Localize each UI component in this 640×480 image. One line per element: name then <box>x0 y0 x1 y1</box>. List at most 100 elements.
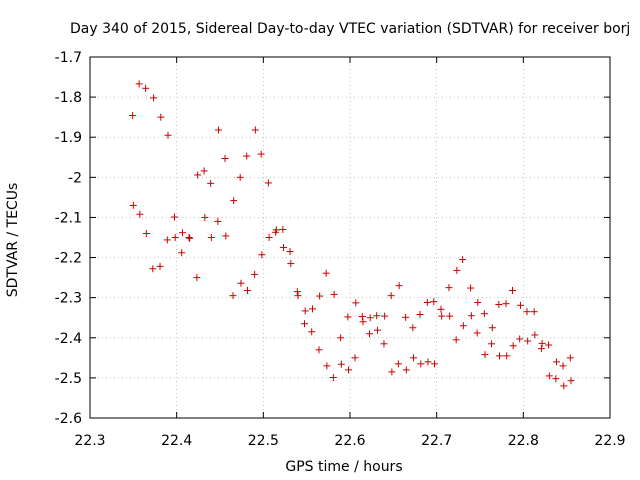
data-point <box>417 360 425 368</box>
data-point <box>157 113 165 121</box>
data-point <box>265 234 273 241</box>
data-point <box>559 362 567 370</box>
x-tick-label: 22.7 <box>421 433 452 449</box>
data-point <box>480 310 488 318</box>
data-point <box>473 329 481 337</box>
x-axis-tick-labels: 22.3 22.4 22.5 22.6 22.7 22.8 22.9 <box>74 433 625 449</box>
data-point <box>366 314 374 322</box>
data-point <box>294 292 302 300</box>
data-point <box>142 84 150 92</box>
data-point <box>301 307 309 315</box>
data-point <box>222 232 230 240</box>
data-point <box>402 366 410 374</box>
data-point <box>287 260 295 268</box>
y-tick-label: -2.1 <box>55 210 82 226</box>
data-point <box>566 354 574 362</box>
data-point <box>316 292 324 300</box>
data-point <box>150 94 158 102</box>
x-tick-label: 22.3 <box>74 433 105 449</box>
data-point <box>200 167 208 175</box>
y-axis-tick-labels: -2.6 -2.5 -2.4 -2.3 -2.2 -2.1 -2 -1.9 -1.8 -1.7 <box>55 50 82 427</box>
data-point <box>129 112 137 120</box>
data-point <box>315 346 323 354</box>
data-point <box>280 244 288 252</box>
data-point <box>135 80 143 88</box>
y-tick-label: -2 <box>68 170 82 186</box>
axis-ticks <box>89 56 611 419</box>
data-point <box>236 173 244 181</box>
data-point <box>272 226 280 234</box>
data-point <box>214 217 222 225</box>
data-point <box>459 256 467 264</box>
data-points <box>129 80 575 390</box>
data-point <box>129 201 137 209</box>
y-tick-label: -2.2 <box>55 251 82 267</box>
data-point <box>373 326 381 334</box>
data-point <box>345 366 353 374</box>
data-point <box>560 382 568 390</box>
x-tick-label: 22.4 <box>161 433 192 449</box>
data-point <box>286 248 294 256</box>
data-point <box>337 360 345 368</box>
x-tick-label: 22.9 <box>594 433 625 449</box>
data-point <box>459 322 467 330</box>
y-tick-label: -2.4 <box>55 331 82 347</box>
data-point <box>488 340 496 348</box>
data-point <box>394 360 402 368</box>
x-tick-label: 22.6 <box>334 433 365 449</box>
y-tick-label: -2.6 <box>55 411 82 427</box>
data-point <box>366 330 373 338</box>
data-point <box>553 358 561 366</box>
data-point <box>193 274 201 282</box>
data-point <box>264 179 272 187</box>
data-point <box>373 312 381 320</box>
data-point <box>402 313 410 321</box>
data-point <box>537 345 545 353</box>
data-point <box>301 320 308 328</box>
x-tick-label: 22.8 <box>508 433 539 449</box>
data-point <box>509 342 517 350</box>
y-tick-label: -1.9 <box>55 130 82 146</box>
data-point <box>503 352 511 360</box>
data-point <box>344 313 352 321</box>
data-point <box>431 360 438 368</box>
data-point <box>387 292 395 300</box>
data-point <box>171 234 179 241</box>
data-point <box>410 354 418 362</box>
data-point <box>437 305 445 313</box>
data-point <box>380 340 388 348</box>
data-point <box>215 126 223 134</box>
data-point <box>388 368 396 376</box>
data-point <box>474 298 482 306</box>
data-point <box>230 197 238 205</box>
data-point <box>358 313 366 321</box>
data-point <box>171 213 178 221</box>
data-point <box>416 311 424 319</box>
data-point <box>258 251 266 259</box>
data-point <box>453 266 461 274</box>
data-point <box>545 341 553 349</box>
data-point <box>156 262 164 270</box>
data-point <box>251 270 259 278</box>
data-point <box>293 288 301 296</box>
data-point <box>329 373 337 381</box>
data-point <box>488 324 496 332</box>
data-point <box>509 286 516 294</box>
data-point <box>481 351 489 359</box>
data-point <box>136 210 144 218</box>
data-point <box>330 290 338 298</box>
data-point <box>409 324 417 332</box>
data-point <box>531 331 539 339</box>
data-point <box>523 308 531 316</box>
data-point <box>178 229 186 237</box>
x-axis-label: GPS time / hours <box>285 459 402 475</box>
data-point <box>530 308 538 316</box>
data-point <box>243 286 251 294</box>
data-point <box>251 126 259 134</box>
data-point <box>178 249 186 257</box>
data-point <box>496 352 503 360</box>
data-point <box>430 298 438 306</box>
data-point <box>352 299 360 307</box>
